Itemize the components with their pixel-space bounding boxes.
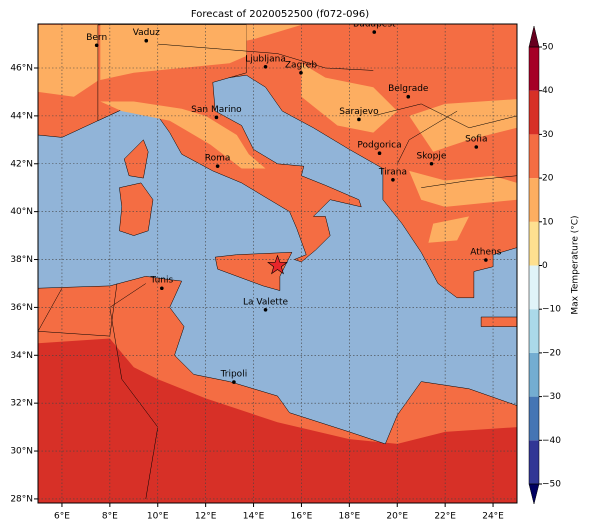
colorbar-bin xyxy=(529,178,539,222)
epicenter-star xyxy=(267,254,288,275)
city-label: San Marino xyxy=(191,105,242,115)
city-marker xyxy=(357,117,361,122)
lat-tick-label: 34°N xyxy=(10,351,33,361)
land-mass xyxy=(214,252,293,291)
lon-tick-label: 16°E xyxy=(291,512,313,522)
colorbar-tick-label: −50 xyxy=(542,480,561,490)
lon-tick-label: 10°E xyxy=(147,512,169,522)
lon-tick-label: 18°E xyxy=(339,512,361,522)
city-label: Skopje xyxy=(417,151,447,161)
city-label: Athens xyxy=(470,247,501,257)
lat-tick-label: 46°N xyxy=(10,64,33,74)
city-marker xyxy=(391,177,395,182)
lat-tick-label: 30°N xyxy=(10,447,33,457)
city-label: Ljubljana xyxy=(245,54,286,64)
cooler-land xyxy=(409,99,517,152)
city-marker xyxy=(214,115,219,120)
colorbar-bin xyxy=(529,440,539,484)
city-marker xyxy=(372,30,377,34)
colorbar-tick-label: 50 xyxy=(542,43,554,53)
city-marker xyxy=(474,145,479,149)
city-label: Sarajevo xyxy=(339,107,379,117)
colorbar-extend-min xyxy=(528,483,540,505)
city-label: Roma xyxy=(205,154,231,164)
border xyxy=(421,175,517,188)
map-title: Forecast of 2020052500 (f072-096) xyxy=(191,9,369,20)
lat-tick-label: 36°N xyxy=(10,303,33,313)
colorbar-bin xyxy=(529,134,539,179)
colorbar-bin xyxy=(529,396,539,441)
cooler-land xyxy=(428,216,470,243)
lon-tick-label: 14°E xyxy=(243,512,265,522)
city-label: Zagreb xyxy=(285,60,317,70)
cooler-land xyxy=(100,24,247,80)
city-marker xyxy=(263,307,268,312)
colorbar-bin xyxy=(529,265,539,310)
colorbar-bin xyxy=(529,221,539,266)
city-marker xyxy=(232,380,236,384)
lat-tick-label: 28°N xyxy=(10,494,33,504)
lon-tick-label: 8°E xyxy=(102,512,118,522)
land-mass xyxy=(123,139,149,179)
city-label: Budapest xyxy=(353,20,396,30)
city-label: Podgorica xyxy=(357,141,401,151)
cooler-land xyxy=(409,170,517,207)
lon-tick-label: 22°E xyxy=(434,512,456,522)
colorbar-bin xyxy=(529,90,539,135)
colorbar: −50 −40 −30 −20 −10 0 10 20 30 40 50 xyxy=(528,25,561,505)
city-label: Vaduz xyxy=(133,28,160,38)
city-label: Tripoli xyxy=(220,370,248,380)
map-frame xyxy=(37,23,518,504)
colorbar-tick-label: −40 xyxy=(542,436,561,446)
colorbar-tick-label: −30 xyxy=(542,392,561,402)
city-marker xyxy=(263,65,268,69)
lon-tick-label: 20°E xyxy=(386,512,408,522)
lat-tick-label: 40°N xyxy=(10,207,33,217)
lon-tick-label: 6°E xyxy=(54,512,70,522)
colorbar-tick-label: 40 xyxy=(542,86,554,96)
lon-tick-label: 24°E xyxy=(482,512,504,522)
colorbar-bin xyxy=(529,309,539,353)
lat-tick-label: 32°N xyxy=(10,399,33,409)
colorbar-bin xyxy=(529,352,539,397)
city-marker xyxy=(144,38,149,43)
colorbar-tick-label: 10 xyxy=(542,217,554,227)
colorbar-extend-max xyxy=(528,25,540,48)
city-marker xyxy=(377,151,382,156)
city-marker xyxy=(160,286,164,291)
city-label: Sofia xyxy=(465,135,487,145)
city-marker xyxy=(94,43,99,48)
colorbar-label: Max Temperature (°C) xyxy=(571,215,581,314)
cooler-land xyxy=(100,101,266,169)
colorbar-tick-label: 20 xyxy=(542,174,554,184)
colorbar-tick-label: −20 xyxy=(542,348,561,358)
city-label: Tunis xyxy=(149,276,173,286)
city-label: Belgrade xyxy=(388,84,429,94)
city-marker xyxy=(484,258,488,262)
colorbar-tick-label: 0 xyxy=(542,261,548,271)
city-marker xyxy=(429,161,434,166)
colorbar-tick-label: 30 xyxy=(542,130,554,140)
lat-tick-label: 38°N xyxy=(10,255,33,265)
lon-tick-label: 12°E xyxy=(195,512,217,522)
city-marker xyxy=(215,164,220,168)
colorbar-tick-label: −10 xyxy=(542,305,561,315)
border xyxy=(157,43,374,71)
border xyxy=(38,283,118,337)
city-label: Tirana xyxy=(378,167,407,177)
lat-tick-label: 42°N xyxy=(10,159,33,169)
lat-tick-label: 44°N xyxy=(10,111,33,121)
city-label: Bern xyxy=(86,33,107,43)
border xyxy=(397,110,458,164)
land-mass xyxy=(119,182,154,236)
colorbar-bin xyxy=(529,47,539,91)
city-marker xyxy=(299,70,303,75)
city-marker xyxy=(406,94,411,99)
city-label: La Valette xyxy=(243,297,288,307)
